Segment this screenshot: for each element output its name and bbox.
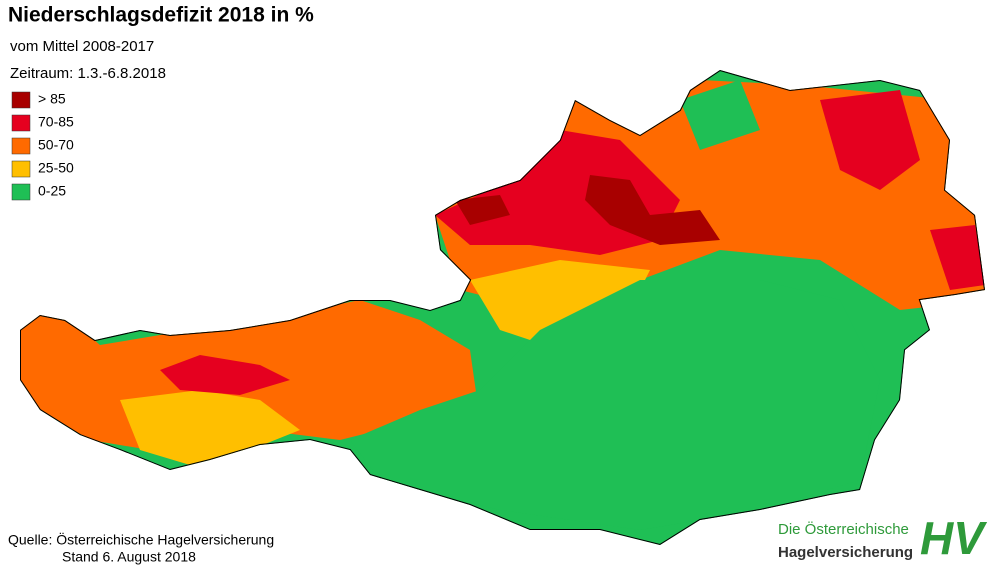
legend-swatch [11, 183, 31, 201]
title: Niederschlagsdefizit 2018 in % [8, 4, 314, 27]
legend-swatch [11, 91, 31, 109]
region [160, 355, 290, 395]
legend: > 85 70-85 50-70 25-50 0-25 [11, 91, 74, 201]
region [930, 225, 985, 290]
logo-line: Hagelversicherung [778, 544, 913, 561]
region [585, 175, 720, 245]
region [680, 80, 760, 150]
period: Zeitraum: 1.3.-6.8.2018 [10, 65, 166, 82]
logo-mark: HV [920, 512, 987, 564]
legend-label: > 85 [38, 91, 66, 107]
source: Quelle: Österreichische Hagelversicherun… [8, 531, 274, 548]
legend-label: 70-85 [38, 114, 74, 130]
legend-label: 50-70 [38, 137, 74, 153]
legend-swatch [11, 160, 31, 178]
legend-swatch [11, 137, 31, 155]
legend-swatch [11, 114, 31, 132]
date: Stand 6. August 2018 [62, 549, 196, 565]
legend-label: 25-50 [38, 160, 74, 176]
region [455, 195, 510, 225]
legend-label: 0-25 [38, 183, 66, 199]
region [820, 90, 920, 190]
region [350, 280, 880, 530]
subtitle: vom Mittel 2008-2017 [10, 38, 154, 55]
logo-line: Die Österreichische [778, 520, 909, 538]
